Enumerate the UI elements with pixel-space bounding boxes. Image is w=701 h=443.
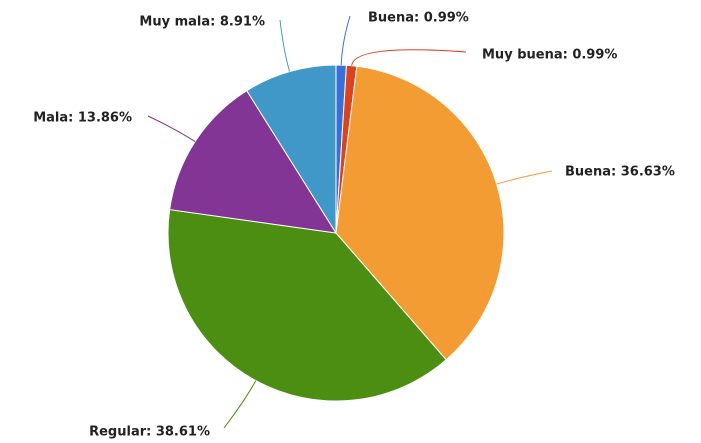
data-label: Mala: 13.86% [33,111,132,126]
connector [223,380,257,429]
pie-slice [335,65,505,361]
connector [496,170,553,185]
pie-slice [169,89,337,234]
data-label: Muy buena: 0.99% [482,48,617,63]
data-label: Buena: 0.99% [368,11,469,26]
data-label: Muy mala: 8.91% [139,15,265,30]
pie-slice [246,64,337,235]
pie-slice [167,208,447,402]
data-label: Buena: 36.63% [565,165,675,180]
connector [351,49,467,66]
connector [340,15,351,66]
connector [147,115,196,142]
connector [279,19,291,72]
data-label: Regular: 38.61% [89,425,210,440]
